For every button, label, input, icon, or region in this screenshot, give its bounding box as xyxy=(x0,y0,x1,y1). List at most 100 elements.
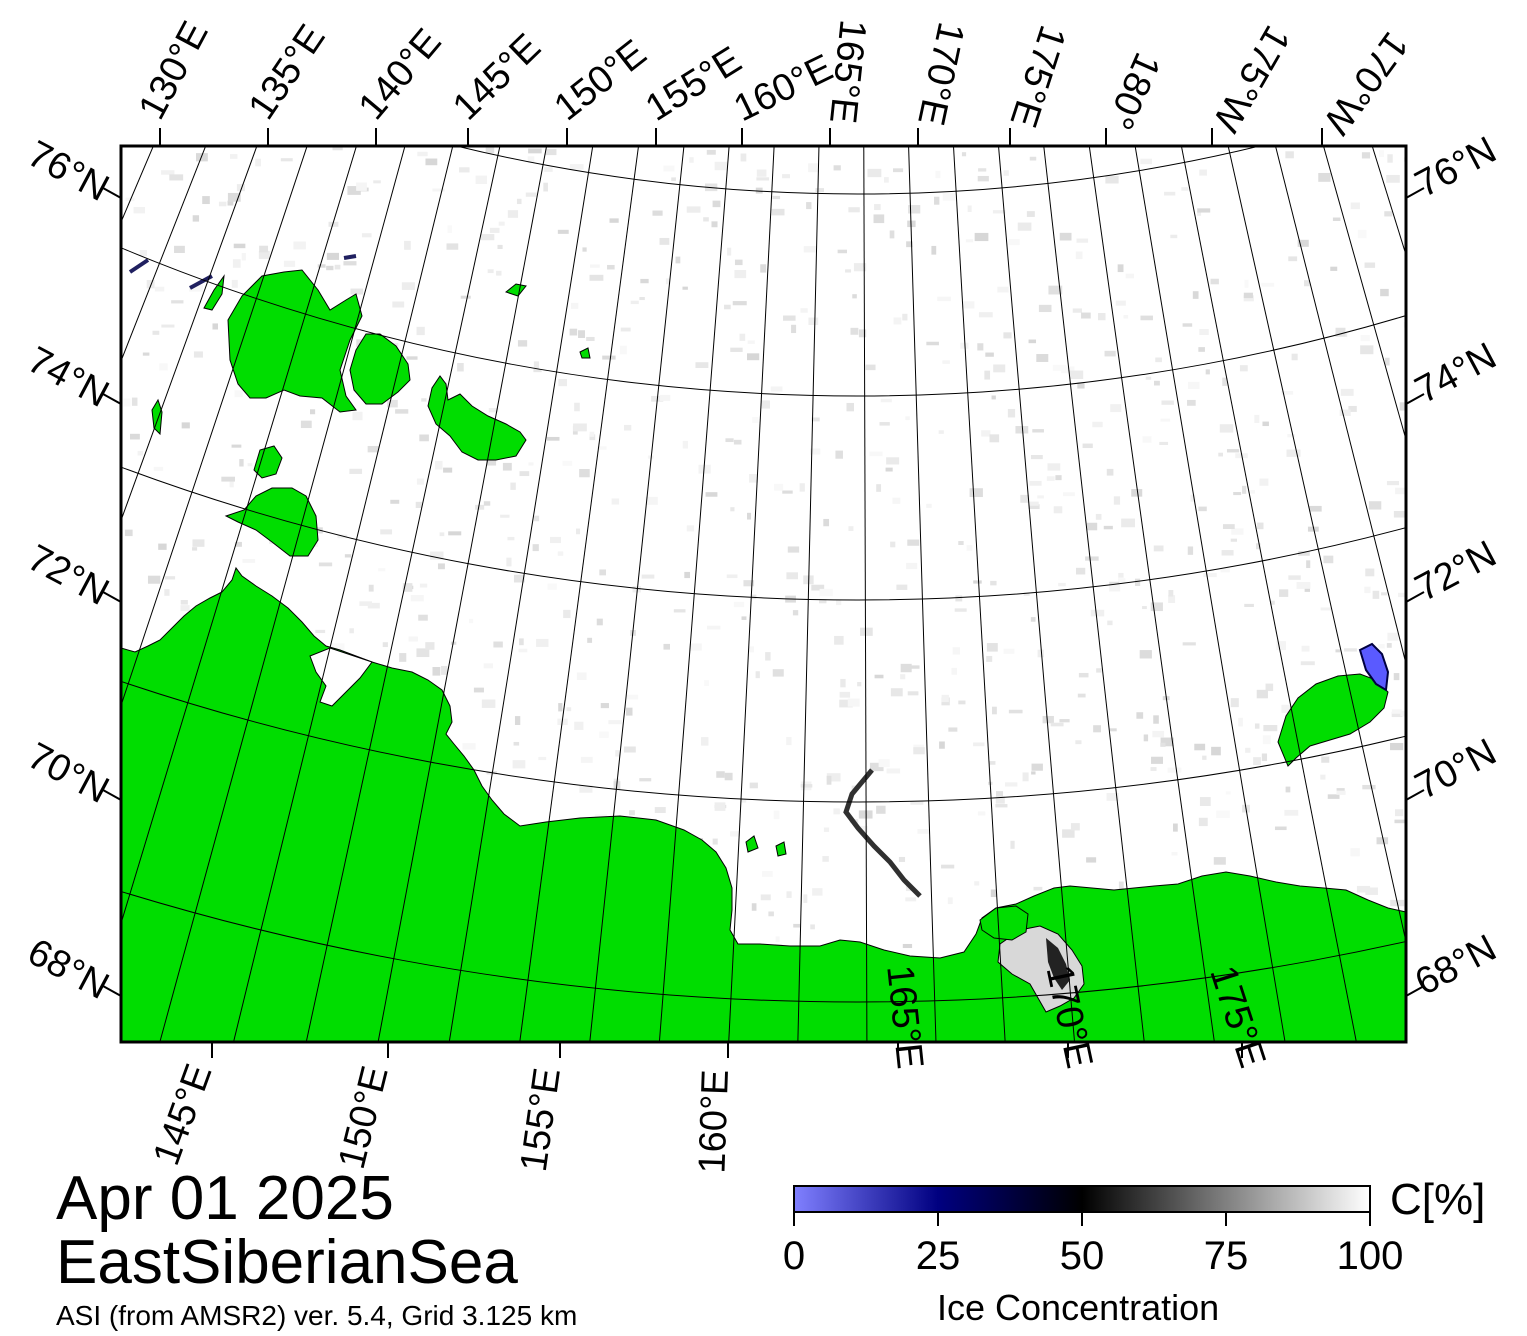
ice-speckle xyxy=(359,601,373,606)
ice-speckle xyxy=(873,214,885,224)
ice-speckle xyxy=(1350,848,1360,857)
ice-speckle xyxy=(761,400,770,409)
ice-speckle xyxy=(749,473,758,483)
ice-speckle xyxy=(833,808,840,815)
ice-speckle xyxy=(898,856,906,862)
ice-speckle xyxy=(1194,743,1206,751)
ice-speckle xyxy=(1103,525,1113,530)
ice-speckle xyxy=(941,864,955,869)
ice-speckle xyxy=(1213,857,1226,865)
ice-speckle xyxy=(502,462,512,471)
ice-speckle xyxy=(528,462,534,466)
small-island-west xyxy=(151,398,163,436)
top-longitude-label: 140°E xyxy=(351,21,450,128)
ice-speckle xyxy=(1335,327,1346,337)
map-frame xyxy=(119,144,1408,1044)
ice-speckle xyxy=(905,897,917,902)
ice-speckle xyxy=(684,571,691,579)
ice-speckle xyxy=(1281,391,1294,395)
longitude-line xyxy=(305,146,501,1042)
ice-speckle xyxy=(1287,433,1296,438)
ice-speckle xyxy=(626,694,639,700)
ice-speckle xyxy=(131,397,138,406)
ice-speckle xyxy=(1030,455,1043,460)
ice-speckle xyxy=(981,430,991,437)
ice-speckle xyxy=(390,499,400,504)
ice-speckle xyxy=(352,411,363,421)
ice-speckle xyxy=(629,810,635,816)
ice-speckle xyxy=(367,445,379,453)
ice-speckle xyxy=(1110,404,1122,413)
ice-speckle xyxy=(1075,251,1083,260)
ice-speckle xyxy=(507,210,519,218)
ice-speckle xyxy=(1046,476,1055,481)
ice-speckle xyxy=(1031,763,1043,771)
ice-speckle xyxy=(489,227,500,233)
ice-speckle xyxy=(942,360,950,364)
ice-speckle xyxy=(890,688,903,697)
ice-speckle xyxy=(1261,753,1268,762)
ice-speckle xyxy=(146,280,155,289)
ice-speckle xyxy=(771,208,785,216)
ice-speckle xyxy=(892,168,904,173)
ice-speckle xyxy=(180,599,188,605)
ice-speckle xyxy=(1222,524,1235,529)
ice-speckle xyxy=(421,398,427,402)
ice-speckle xyxy=(1168,595,1176,604)
ice-speckle xyxy=(236,184,246,192)
ice-speckle xyxy=(900,674,906,680)
ice-speckle xyxy=(193,351,203,358)
ice-speckle xyxy=(748,646,755,653)
ice-speckle xyxy=(1069,370,1084,380)
ice-speckle xyxy=(544,167,553,172)
ice-speckle xyxy=(967,205,972,212)
ice-speckle xyxy=(317,264,326,268)
ice-speckle xyxy=(1139,650,1152,659)
ice-speckle xyxy=(596,618,603,626)
ice-speckle xyxy=(716,771,725,778)
ice-speckle xyxy=(839,699,853,708)
ice-speckle xyxy=(1216,810,1230,819)
ice-speckle xyxy=(896,584,908,590)
ice-speckle xyxy=(746,353,760,361)
ice-speckle xyxy=(575,528,581,535)
ice-speckle xyxy=(159,363,168,371)
graticule xyxy=(121,146,1406,1042)
ice-speckle xyxy=(1321,756,1330,763)
ice-speckle xyxy=(432,666,441,676)
ice-speckle xyxy=(730,831,740,837)
ice-speckle xyxy=(1077,382,1085,389)
ice-speckle xyxy=(1090,609,1105,617)
ice-speckle xyxy=(164,589,170,596)
top-longitude-label: 145°E xyxy=(445,26,549,128)
ice-speckle xyxy=(447,225,453,233)
ice-speckle xyxy=(1197,208,1211,213)
ice-speckle xyxy=(960,342,969,349)
ice-speckle xyxy=(387,399,398,408)
ice-speckle xyxy=(1245,747,1251,753)
ice-speckle xyxy=(516,198,522,205)
ice-speckle xyxy=(1365,887,1378,895)
ice-speckle xyxy=(326,265,334,271)
ice-speckle xyxy=(1288,575,1301,580)
ice-speckle xyxy=(865,364,876,371)
ice-speckle xyxy=(760,264,767,273)
ice-speckle xyxy=(654,807,666,813)
ice-speckle xyxy=(1081,312,1091,319)
ice-speckle xyxy=(255,158,261,167)
ice-speckle xyxy=(1095,513,1102,520)
ice-speckle xyxy=(739,333,746,341)
frame-tick xyxy=(1405,789,1425,801)
ice-speckle xyxy=(902,943,913,949)
ice-speckle xyxy=(961,152,967,157)
right-latitude-label: 76°N xyxy=(1409,129,1504,206)
ice-speckle xyxy=(1385,357,1390,366)
ice-speckle xyxy=(751,903,757,911)
ice-speckle xyxy=(910,801,924,805)
ice-speckle xyxy=(487,269,494,274)
ice-speckle xyxy=(569,164,584,170)
ice-speckle xyxy=(1086,522,1098,531)
longitude-line xyxy=(863,146,868,1042)
ice-speckle xyxy=(1155,357,1162,363)
ice-speckle xyxy=(993,364,1006,373)
